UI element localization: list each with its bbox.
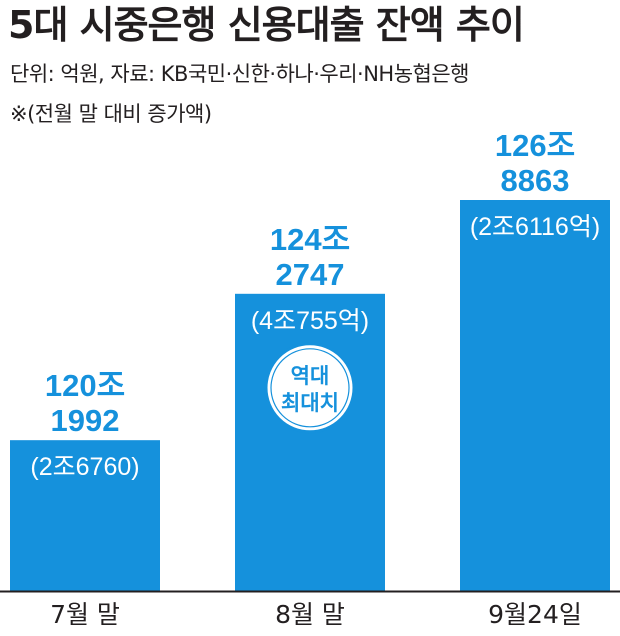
source-note: 단위: 억원, 자료: KB국민·신한·하나·우리·NH농협은행 (10, 62, 470, 86)
bar-2 (235, 293, 385, 591)
value-label-1-line2: 1992 (51, 403, 120, 438)
x-tick-label-2: 8월 말 (275, 600, 345, 629)
x-tick-label-3: 9월24일 (488, 600, 582, 629)
value-label-3-line1: 126조 (495, 128, 575, 163)
value-label-2-line1: 124조 (270, 222, 350, 257)
increase-label-2: (4조755억) (251, 307, 369, 335)
record-badge-line1: 역대 (291, 364, 330, 388)
bar-1 (10, 440, 160, 591)
bar-3 (460, 200, 610, 591)
value-label-2-line2: 2747 (276, 257, 345, 292)
chart-title: 5대 시중은행 신용대출 잔액 추이 (8, 3, 525, 47)
increase-label-3: (2조6116억) (470, 213, 600, 241)
increase-label-1: (2조6760) (30, 453, 139, 481)
record-badge (264, 342, 356, 434)
value-label-3-line2: 8863 (501, 163, 570, 198)
record-badge-inner-ring (270, 348, 350, 428)
increase-note: ※(전월 말 대비 증가액) (10, 102, 212, 126)
x-tick-label-1: 7월 말 (50, 600, 120, 629)
value-label-1-line1: 120조 (45, 368, 125, 403)
record-badge-line2: 최대치 (281, 391, 339, 415)
